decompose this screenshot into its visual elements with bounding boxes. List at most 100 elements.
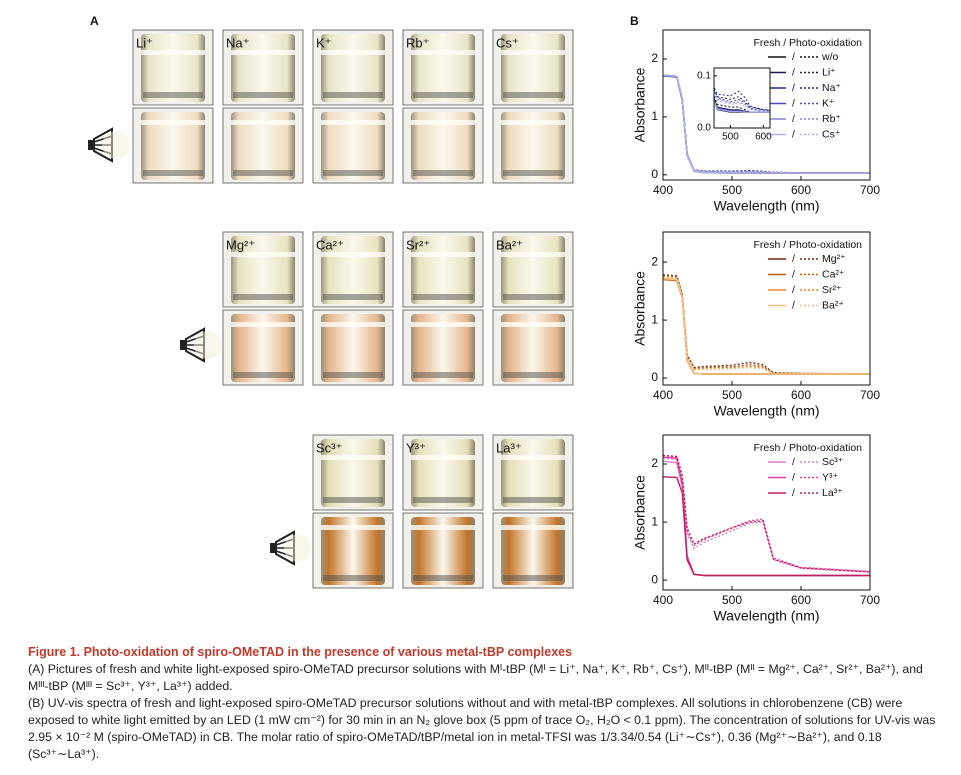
x-tick-label: 500	[722, 388, 742, 402]
x-tick-label: 400	[653, 183, 673, 197]
y-tick-label: 2	[651, 254, 658, 268]
vial-cap	[231, 252, 295, 257]
spectrum-line	[663, 454, 870, 573]
vial	[411, 314, 475, 382]
inset-x-tick-label: 600	[755, 132, 772, 143]
plot-frame	[662, 29, 871, 181]
legend-title: Fresh / Photo-oxidation	[753, 442, 862, 454]
caption-title: Figure 1. Photo-oxidation of spiro-OMeTA…	[28, 645, 573, 659]
vial-base	[143, 92, 203, 98]
lamp-icon	[87, 128, 131, 162]
ion-label: Y³⁺	[406, 440, 426, 455]
spectrum-line	[663, 456, 870, 577]
vial	[501, 112, 565, 180]
vial-base	[413, 92, 473, 98]
vial-cap	[321, 252, 385, 257]
inset-frame	[713, 67, 771, 129]
legend-label: Na⁺	[822, 82, 841, 94]
vial	[411, 517, 475, 585]
lamp-icon	[269, 531, 313, 565]
y-tick-label: 0	[651, 370, 658, 384]
x-tick-label: 600	[791, 593, 811, 607]
legend-title: Fresh / Photo-oxidation	[753, 37, 862, 49]
spectrum-line	[663, 276, 870, 375]
vial-cap	[231, 50, 295, 55]
inset-line	[714, 99, 770, 113]
legend-separator: /	[792, 487, 795, 499]
ion-label: La³⁺	[496, 440, 522, 455]
x-tick-label: 600	[791, 388, 811, 402]
legend-label: w/o	[821, 51, 839, 63]
vial-cap	[321, 525, 385, 530]
spectrum-line	[663, 74, 870, 174]
vial-base	[323, 170, 383, 176]
vial	[321, 517, 385, 585]
legend-separator: /	[792, 82, 795, 94]
x-tick-label: 700	[860, 593, 880, 607]
vial-base	[323, 575, 383, 581]
x-tick-label: 600	[791, 183, 811, 197]
legend-label: Y³⁺	[822, 471, 839, 483]
vial-cap	[501, 252, 565, 257]
legend-separator: /	[792, 471, 795, 483]
ion-label: Li⁺	[136, 35, 153, 50]
legend-separator: /	[792, 128, 795, 140]
y-tick-label: 1	[651, 312, 658, 326]
x-tick-label: 400	[653, 388, 673, 402]
inset-line	[714, 85, 770, 111]
ion-label: Sr²⁺	[406, 237, 430, 252]
vial-cap	[321, 120, 385, 125]
vial	[321, 314, 385, 382]
vial-cap	[411, 252, 475, 257]
legend-label: Rb⁺	[822, 113, 841, 125]
panel-label: B	[630, 14, 639, 28]
vial	[231, 112, 295, 180]
inset-y-tick-label: 0.0	[697, 123, 711, 134]
y-axis-label: Absorbance	[632, 271, 648, 346]
vial-base	[413, 575, 473, 581]
vial-cap	[501, 322, 565, 327]
spectrum-line	[663, 460, 870, 577]
vial-base	[323, 372, 383, 378]
ion-label: Cs⁺	[496, 35, 519, 50]
vial-base	[143, 170, 203, 176]
vial-base	[413, 372, 473, 378]
vial-base	[233, 92, 293, 98]
vial-cap	[411, 120, 475, 125]
spectrum-line	[663, 476, 870, 577]
inset-line	[714, 91, 770, 113]
vial-base	[503, 497, 563, 503]
vial	[231, 314, 295, 382]
vial-cap	[141, 50, 205, 55]
panel-label: A	[90, 14, 99, 28]
x-axis-label: Wavelength (nm)	[713, 403, 819, 419]
x-axis-label: Wavelength (nm)	[713, 198, 819, 214]
y-axis-label: Absorbance	[632, 475, 648, 550]
legend-label: Sr²⁺	[822, 284, 842, 296]
spectrum-line	[663, 457, 870, 573]
y-tick-label: 1	[651, 514, 658, 528]
legend-separator: /	[792, 66, 795, 78]
legend-separator: /	[792, 113, 795, 125]
x-tick-label: 500	[722, 593, 742, 607]
vial-base	[413, 497, 473, 503]
vial-cap	[141, 120, 205, 125]
inset-y-tick-label: 0.1	[697, 70, 711, 81]
vial-base	[503, 575, 563, 581]
legend-label: Ba²⁺	[822, 299, 844, 311]
legend-separator: /	[792, 253, 795, 265]
legend-label: Li⁺	[822, 66, 836, 78]
caption-text: (A) Pictures of fresh and white light-ex…	[28, 662, 923, 693]
vial	[141, 112, 205, 180]
ion-label: Rb⁺	[406, 35, 429, 50]
y-tick-label: 0	[651, 167, 658, 181]
lamp-icon	[179, 328, 223, 362]
caption: Figure 1. Photo-oxidation of spiro-OMeTA…	[28, 644, 943, 763]
ion-label: Sc³⁺	[316, 440, 342, 455]
y-tick-label: 0	[651, 572, 658, 586]
plot-frame	[662, 231, 871, 386]
legend-label: Mg²⁺	[822, 253, 846, 265]
vial	[321, 112, 385, 180]
vial-base	[503, 92, 563, 98]
vial-cap	[321, 322, 385, 327]
